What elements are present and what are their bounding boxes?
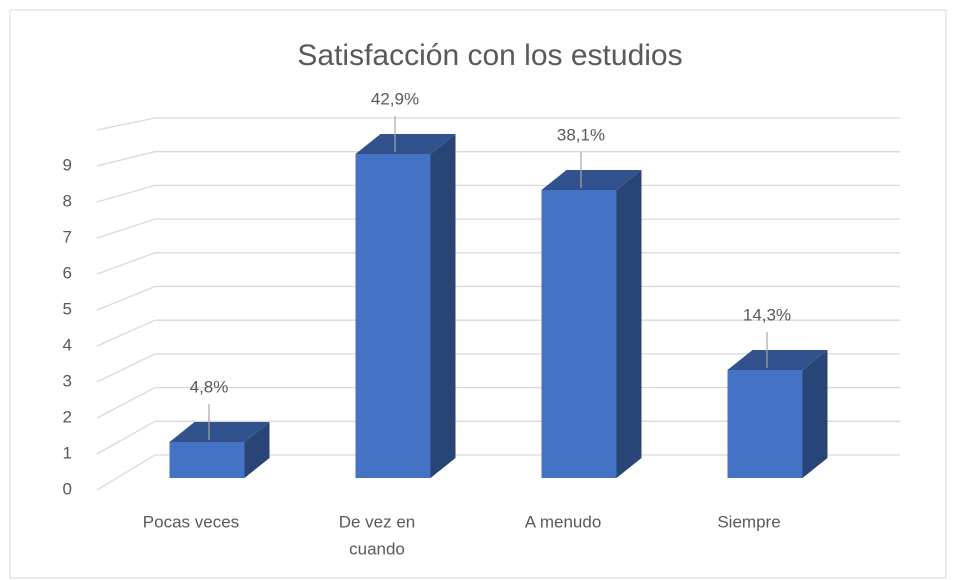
grid-line (96, 353, 900, 383)
y-tick-label: 3 (63, 371, 72, 390)
y-tick-label: 5 (63, 299, 72, 318)
y-tick-label: 2 (63, 407, 72, 426)
bar-front (727, 370, 803, 478)
chart-title: Satisfacción con los estudios (297, 39, 682, 72)
bar-front (355, 154, 431, 478)
bar-side (244, 422, 270, 478)
x-tick-label: A menudo (525, 512, 602, 531)
bar-side (616, 170, 642, 478)
y-tick-label: 1 (63, 443, 72, 462)
data-label: 42,9% (371, 89, 419, 108)
bar (727, 350, 828, 478)
bar-top (541, 170, 642, 190)
grid-line (96, 319, 900, 347)
x-tick-label: De vez en (339, 512, 416, 531)
x-tick-label: Pocas veces (143, 512, 239, 531)
y-tick-label: 0 (63, 479, 72, 498)
bar-front (541, 190, 617, 478)
grid-line (96, 252, 900, 275)
grid-line (96, 218, 900, 239)
bar-top (727, 350, 828, 370)
chart-frame (9, 9, 947, 579)
grid-line (96, 285, 900, 311)
grid-line (96, 454, 900, 491)
bar (541, 170, 642, 478)
x-tick-label: Siempre (717, 512, 780, 531)
x-tick-label: cuando (349, 539, 405, 558)
y-tick-label: 8 (63, 191, 72, 210)
grid-line (96, 386, 900, 419)
bar-top (169, 422, 270, 442)
data-label: 14,3% (743, 305, 791, 324)
y-tick-label: 7 (63, 227, 72, 246)
bar-front (169, 442, 245, 478)
bar (355, 134, 456, 478)
bar-side (802, 350, 828, 478)
bar-side (430, 134, 456, 478)
data-label: 4,8% (190, 377, 229, 396)
grid-line (96, 117, 900, 131)
y-tick-label: 6 (63, 263, 72, 282)
y-tick-label: 9 (63, 155, 72, 174)
data-label: 38,1% (557, 125, 605, 144)
grid-line (96, 184, 900, 203)
bar (169, 422, 270, 478)
bar-top (355, 134, 456, 154)
grid-line (96, 151, 900, 167)
y-tick-label: 4 (63, 335, 72, 354)
grid-line (96, 420, 900, 455)
